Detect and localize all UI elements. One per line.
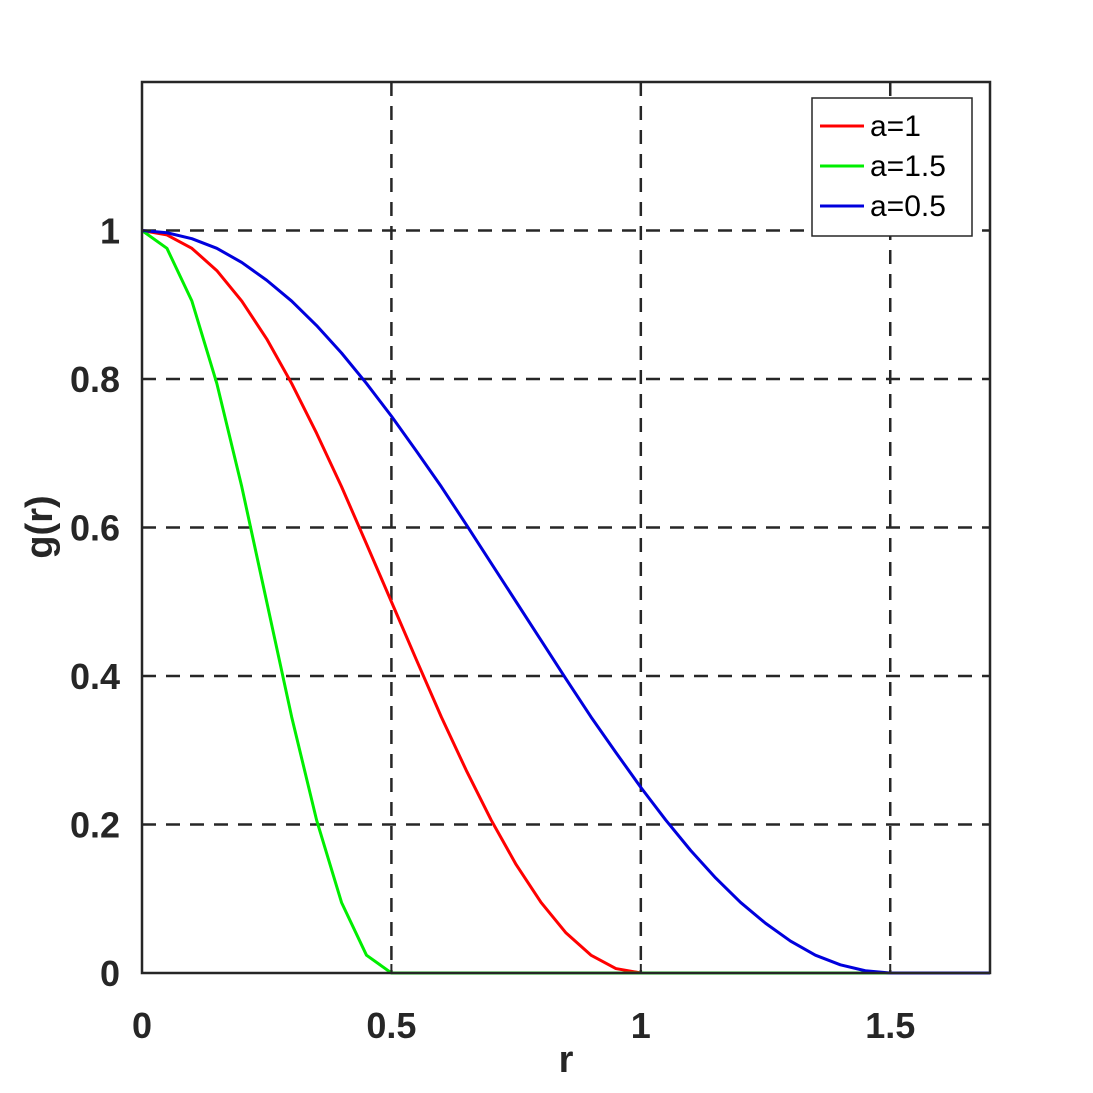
y-tick-label: 0.4	[70, 656, 120, 697]
x-tick-label: 0	[132, 1005, 152, 1046]
x-tick-label: 0.5	[366, 1005, 416, 1046]
y-tick-label: 0	[100, 953, 120, 994]
y-tick-label: 1	[100, 211, 120, 252]
legend-label-0: a=1	[870, 110, 921, 143]
axis-ticks	[141, 229, 892, 974]
series-line-2	[141, 229, 990, 975]
y-tick-label: 0.8	[70, 359, 120, 400]
legend-label-2: a=0.5	[870, 190, 946, 223]
x-axis-label: r	[559, 1039, 574, 1081]
y-tick-labels: 0 0.2 0.4 0.6 0.8 1	[70, 211, 120, 995]
y-tick-label: 0.6	[70, 508, 120, 549]
legend-label-1: a=1.5	[870, 150, 946, 183]
x-tick-label: 1.5	[865, 1005, 915, 1046]
x-tick-label: 1	[631, 1005, 651, 1046]
y-axis-label: g(r)	[19, 495, 61, 558]
y-tick-label: 0.2	[70, 805, 120, 846]
legend: a=1 a=1.5 a=0.5	[811, 97, 973, 237]
x-tick-labels: 0 0.5 1 1.5	[132, 1005, 915, 1046]
